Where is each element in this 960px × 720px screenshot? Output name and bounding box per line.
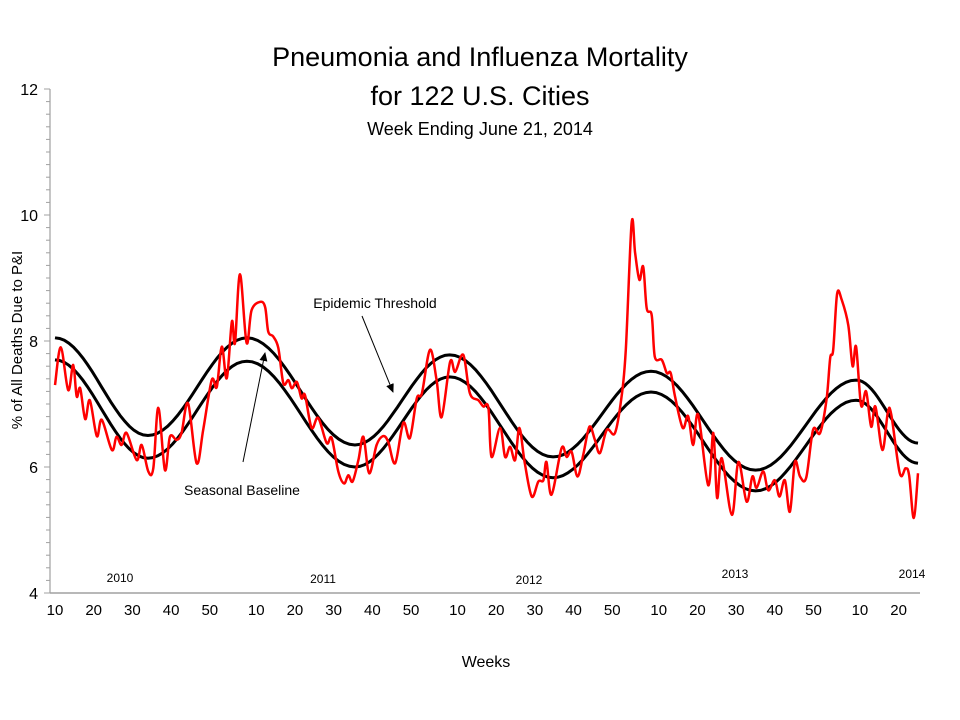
x-tick-label: 20 [85, 602, 102, 619]
x-tick-label: 10 [248, 602, 265, 619]
x-tick-label: 10 [449, 602, 466, 619]
y-tick-label: 10 [20, 208, 38, 225]
x-tick-label: 10 [650, 602, 667, 619]
x-tick-label: 40 [364, 602, 381, 619]
x-tick-label: 30 [124, 602, 141, 619]
epidemic-threshold-line [54, 336, 919, 472]
chart-title-line2: for 122 U.S. Cities [370, 81, 589, 111]
y-tick-label: 6 [29, 460, 38, 477]
tick-labels: 4 6 8 10 12 10 20 30 40 50 10 20 30 40 50 10 20 30 40 50 10 2… [20, 82, 907, 619]
x-tick-label: 30 [728, 602, 745, 619]
x-tick-label: 10 [852, 602, 869, 619]
x-tick-label: 20 [287, 602, 304, 619]
x-tick-label: 20 [488, 602, 505, 619]
year-label-2011: 2011 [310, 572, 336, 586]
x-tick-label: 40 [163, 602, 180, 619]
annotation-seasonal-baseline: Seasonal Baseline [184, 482, 300, 498]
year-label-2012: 2012 [516, 573, 543, 587]
x-tick-label: 20 [689, 602, 706, 619]
axes [44, 88, 920, 594]
seasonal-baseline-line [54, 358, 919, 493]
annotation-baseline-arrow [242, 352, 268, 463]
annotation-threshold-arrow [361, 315, 394, 393]
year-label-2010: 2010 [107, 571, 134, 585]
x-axis-label: Weeks [462, 654, 511, 671]
annotation-epidemic-threshold: Epidemic Threshold [313, 295, 436, 311]
y-tick-label: 4 [29, 586, 38, 603]
x-tick-label: 50 [604, 602, 621, 619]
x-tick-label: 30 [325, 602, 342, 619]
x-tick-label: 50 [403, 602, 420, 619]
year-label-2014: 2014 [899, 567, 926, 581]
observed-pi-line [53, 218, 920, 520]
x-tick-label: 50 [201, 602, 218, 619]
chart-subtitle: Week Ending June 21, 2014 [367, 119, 593, 139]
x-tick-label: 10 [47, 602, 64, 619]
year-label-2013: 2013 [722, 567, 749, 581]
x-tick-label: 30 [527, 602, 544, 619]
x-tick-label: 20 [890, 602, 907, 619]
chart-title-line1: Pneumonia and Influenza Mortality [272, 42, 688, 72]
series-lines [53, 218, 920, 520]
x-tick-label: 40 [766, 602, 783, 619]
y-tick-label: 12 [20, 82, 38, 99]
y-axis-label: % of All Deaths Due to P&I [9, 251, 26, 429]
y-tick-label: 8 [29, 334, 38, 351]
x-tick-label: 50 [805, 602, 822, 619]
x-tick-label: 40 [565, 602, 582, 619]
